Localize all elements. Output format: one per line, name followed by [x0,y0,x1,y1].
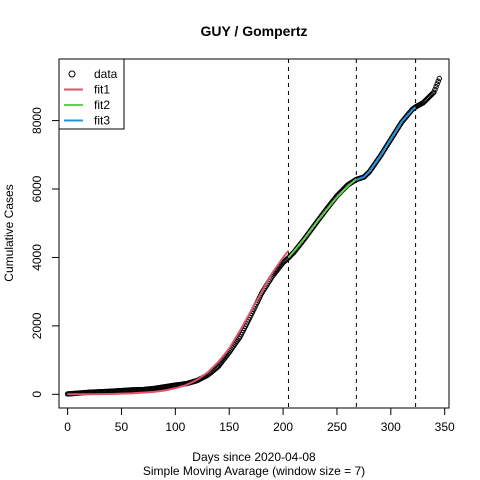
x-tick-label: 150 [219,420,239,434]
data-point [434,81,440,87]
legend-label-fit2: fit2 [94,98,110,112]
fit-lines [67,106,417,396]
data-point [436,75,443,82]
data-point [433,84,439,90]
chart-subtitle: Simple Moving Avarage (window size = 7) [143,464,365,478]
x-tick-label: 250 [327,420,347,434]
data-point [431,89,437,95]
data-point [435,78,441,84]
x-axis-label: Days since 2020-04-08 [192,450,316,464]
chart-title: GUY / Gompertz [200,23,307,39]
x-axis: 0 50 100 150 200 250 300 350 [64,407,455,434]
y-tick-label: 6000 [30,175,44,202]
x-tick-label: 350 [435,420,455,434]
legend-label-data: data [94,67,118,81]
x-tick-label: 300 [381,420,401,434]
y-tick-label: 8000 [30,107,44,134]
data-point [432,86,438,93]
x-tick-label: 0 [64,420,71,434]
y-tick-label: 2000 [30,312,44,339]
fit2-line [287,178,357,259]
legend-label-fit1: fit1 [94,83,110,97]
legend-label-fit3: fit3 [94,114,110,128]
fit3-line [356,106,417,181]
vertical-lines [287,59,417,408]
x-tick-label: 50 [115,420,129,434]
fit1-line [67,249,290,396]
y-tick-label: 4000 [30,244,44,271]
y-tick-label: 0 [30,391,44,398]
y-axis-label: Cumulative Cases [2,184,16,281]
x-tick-label: 100 [165,420,185,434]
legend-marker-data [68,70,76,78]
y-axis: 0 2000 4000 6000 8000 [30,107,60,398]
legend-box [58,58,125,130]
x-tick-label: 200 [273,420,293,434]
